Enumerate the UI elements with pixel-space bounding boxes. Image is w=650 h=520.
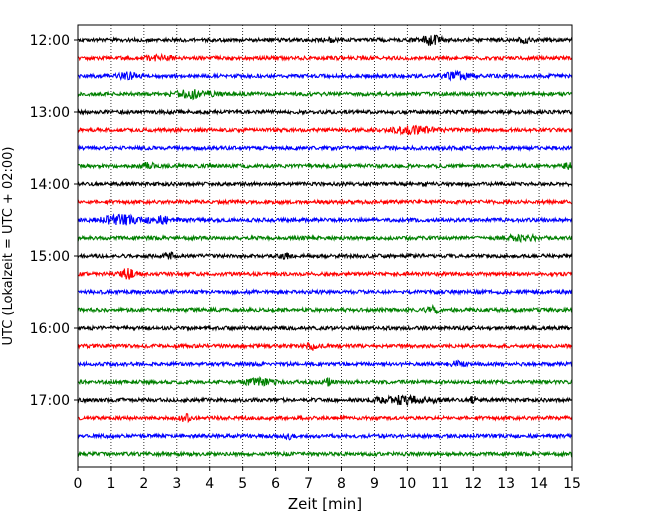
x-tick-label-8: 8 [337, 476, 346, 492]
x-tick-label-15: 15 [563, 476, 581, 492]
trace-14:45 [77, 232, 573, 244]
y-axis-ticks: 12:00 13:00 14:00 15:00 16:00 17:00 [30, 33, 78, 409]
trace-12:00 [77, 34, 573, 46]
y-tick-label-16:00: 16:00 [30, 321, 70, 337]
trace-13:30 [77, 144, 573, 152]
trace-13:15 [77, 124, 573, 136]
trace-15:45 [77, 303, 573, 315]
y-axis-label: UTC (Lokalzeit = UTC + 02:00) [1, 147, 16, 346]
y-tick-label-17:00: 17:00 [30, 393, 70, 409]
trace-12:45 [77, 89, 573, 101]
x-tick-label-14: 14 [530, 476, 548, 492]
x-tick-label-5: 5 [238, 476, 247, 492]
y-tick-label-13:00: 13:00 [30, 105, 70, 121]
x-tick-label-3: 3 [172, 476, 181, 492]
y-tick-label-15:00: 15:00 [30, 249, 70, 265]
x-tick-label-0: 0 [74, 476, 83, 492]
plot-frame [77, 24, 573, 468]
trace-13:00 [77, 108, 573, 116]
trace-15:15 [77, 267, 573, 280]
trace-14:00 [77, 180, 573, 188]
trace-15:00 [77, 251, 573, 261]
x-tick-label-4: 4 [205, 476, 214, 492]
trace-16:15 [77, 341, 573, 351]
seismic-traces [77, 34, 573, 458]
y-tick-label-12:00: 12:00 [30, 33, 70, 49]
trace-16:00 [77, 324, 573, 332]
trace-17:15 [77, 413, 573, 424]
trace-15:30 [77, 288, 573, 296]
x-tick-label-13: 13 [497, 476, 515, 492]
x-tick-label-10: 10 [398, 476, 416, 492]
x-tick-label-1: 1 [106, 476, 115, 492]
trace-14:15 [77, 198, 573, 206]
x-tick-label-12: 12 [464, 476, 482, 492]
x-tick-label-6: 6 [271, 476, 280, 492]
trace-16:45 [77, 375, 573, 387]
trace-16:30 [77, 359, 573, 368]
y-tick-label-14:00: 14:00 [30, 177, 70, 193]
x-axis-ticks: 0 1 2 3 4 5 6 7 8 9 10 11 12 13 14 15 [74, 467, 581, 492]
trace-17:30 [77, 432, 573, 441]
trace-14:30 [77, 213, 573, 226]
trace-17:00 [77, 393, 573, 406]
trace-17:45 [77, 450, 573, 458]
x-tick-label-9: 9 [370, 476, 379, 492]
x-tick-label-11: 11 [431, 476, 449, 492]
x-tick-label-2: 2 [139, 476, 148, 492]
trace-12:15 [77, 52, 573, 62]
trace-13:45 [77, 161, 573, 170]
x-tick-label-7: 7 [304, 476, 313, 492]
x-axis-label: Zeit [min] [288, 495, 362, 513]
trace-12:30 [77, 69, 573, 82]
